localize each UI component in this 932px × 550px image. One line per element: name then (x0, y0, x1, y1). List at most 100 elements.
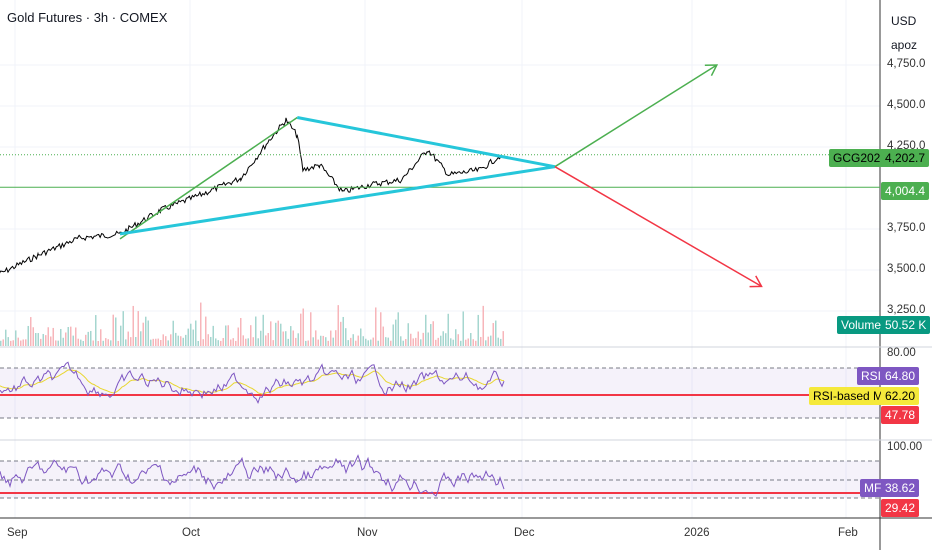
mf-name-label: MF (860, 479, 886, 497)
volume-bar (32, 327, 34, 346)
triangle-lower-line (119, 165, 556, 236)
volume-bar (262, 314, 264, 346)
volume-bar (157, 338, 159, 346)
x-tick[interactable]: Sep (7, 527, 28, 539)
volume-bar (280, 323, 282, 346)
volume-bar (35, 333, 37, 346)
rsi-top-tick: 80.00 (887, 347, 916, 359)
volume-bar (360, 328, 362, 346)
x-tick[interactable]: 2026 (684, 527, 710, 539)
volume-bar (50, 336, 52, 346)
volume-bar (205, 316, 207, 346)
volume-bar (220, 340, 222, 346)
volume-bar (160, 340, 162, 346)
volume-bar (112, 314, 114, 346)
currency-menu[interactable]: USD apoz (884, 6, 928, 62)
volume-bar (405, 339, 407, 346)
volume-bar (412, 338, 414, 346)
volume-bar (215, 338, 217, 346)
y-tick: 3,500.0 (887, 263, 926, 275)
volume-bar (57, 340, 59, 346)
volume-bar (397, 312, 399, 346)
volume-bar (440, 335, 442, 346)
volume-name-label: Volume (837, 316, 886, 334)
volume-bar (410, 333, 412, 346)
volume-bar (380, 312, 382, 346)
volume-bar (45, 335, 47, 346)
volume-bar (415, 337, 417, 346)
currency-label: USD (891, 14, 917, 28)
volume-bar (27, 325, 29, 346)
volume-bar (497, 337, 499, 346)
volume-bar (232, 338, 234, 346)
volume-bar (345, 328, 347, 346)
volume-bar (450, 338, 452, 346)
volume-bar (230, 339, 232, 346)
volume-bar (142, 322, 144, 346)
volume-bar (97, 340, 99, 346)
volume-bar (390, 340, 392, 346)
volume-bar (5, 329, 7, 346)
volume-bar (260, 330, 262, 346)
x-tick[interactable]: Nov (357, 527, 378, 539)
volume-value-label: 50.52 K (881, 316, 931, 334)
volume-bar (367, 340, 369, 346)
volume-bar (445, 333, 447, 346)
volume-bar (480, 336, 482, 346)
volume-bar (200, 302, 202, 346)
x-tick[interactable]: Oct (182, 527, 200, 539)
volume-bar (417, 331, 419, 346)
mf-top-tick: 100.00 (887, 441, 923, 453)
volume-bar (320, 335, 322, 346)
rsi-ma-value-label: 62.20 (881, 387, 920, 405)
volume-bar (95, 315, 97, 346)
volume-bar (502, 331, 504, 346)
volume-bar (22, 339, 24, 346)
volume-bar (7, 337, 9, 346)
volume-bar (340, 321, 342, 346)
volume-bar (267, 333, 269, 346)
volume-bar (295, 337, 297, 346)
volume-bar (420, 339, 422, 346)
volume-bar (170, 334, 172, 346)
volume-bar (437, 337, 439, 346)
volume-bar (435, 339, 437, 346)
volume-bar (237, 327, 239, 346)
volume-bar (182, 337, 184, 346)
volume-bar (282, 331, 284, 346)
volume-bar (297, 333, 299, 346)
volume-bar (427, 332, 429, 346)
volume-bar (252, 337, 254, 346)
volume-bar (100, 329, 102, 346)
volume-bar (132, 305, 134, 346)
volume-bar (217, 340, 219, 346)
volume-bar (67, 327, 69, 346)
volume-bar (257, 338, 259, 346)
volume-bar (70, 326, 72, 346)
volume-bar (107, 339, 109, 346)
volume-bar (30, 317, 32, 346)
volume-bar (242, 335, 244, 346)
arrow-down-head (749, 275, 763, 288)
volume-bar (150, 339, 152, 346)
volume-bar (185, 334, 187, 346)
volume-bar (77, 338, 79, 346)
volume-bar (147, 320, 149, 346)
volume-bar (195, 320, 197, 346)
volume-bar (80, 339, 82, 346)
volume-bar (60, 328, 62, 346)
volume-bar (187, 328, 189, 346)
trend-up-line (119, 116, 298, 240)
volume-bar (250, 325, 252, 346)
volume-bar (42, 333, 44, 346)
volume-bar (330, 330, 332, 346)
volume-bar (47, 327, 49, 346)
x-tick[interactable]: Feb (838, 527, 858, 539)
volume-bar (82, 340, 84, 346)
volume-bar (442, 331, 444, 346)
volume-bar (102, 340, 104, 346)
unit-label: apoz (891, 38, 918, 52)
x-tick[interactable]: Dec (514, 527, 535, 539)
